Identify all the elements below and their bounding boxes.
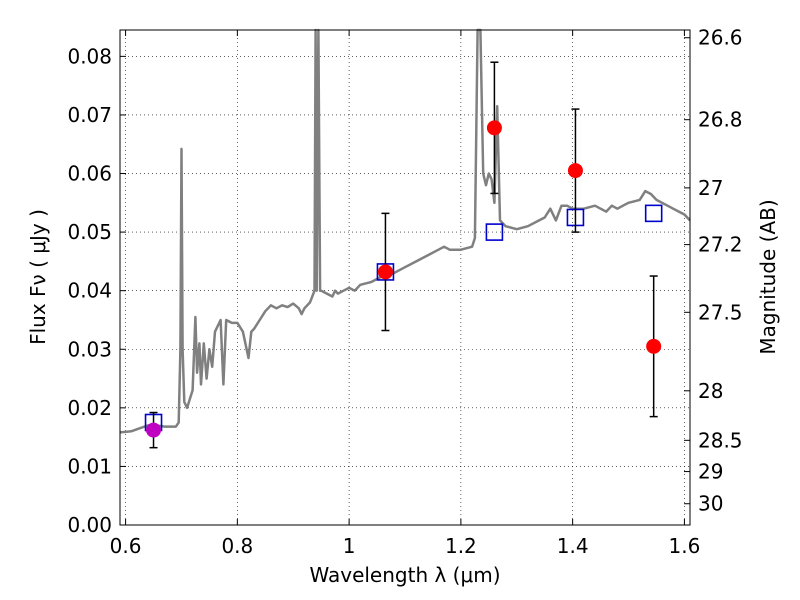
observed-point <box>567 163 583 179</box>
tick-marks <box>120 30 690 526</box>
observed-points <box>146 61 662 449</box>
right-tick-label: 28.5 <box>698 428 743 452</box>
right-tick-label: 26.8 <box>698 108 743 132</box>
right-tick-label: 26.6 <box>698 26 743 50</box>
y-tick-label: 0.02 <box>67 396 112 420</box>
x-tick-label: 1.6 <box>669 534 701 558</box>
x-tick-label: 0.8 <box>221 534 253 558</box>
x-axis-label: Wavelength λ (μm) <box>309 563 500 587</box>
y-tick-label: 0.07 <box>67 103 112 127</box>
x-tick-labels: 0.6 0.8 1 1.2 1.4 1.6 <box>110 534 701 558</box>
spectrum-layer <box>119 28 691 434</box>
x-tick-label: 1.4 <box>557 534 589 558</box>
observed-point <box>377 264 393 280</box>
y-tick-label: 0.03 <box>67 337 112 361</box>
y-tick-label: 0.01 <box>67 454 112 478</box>
y-axis-label: Flux Fν ( μJy ) <box>26 209 50 345</box>
right-tick-label: 28 <box>698 379 723 403</box>
y-tick-label: 0.05 <box>67 220 112 244</box>
right-tick-labels: 26.6 26.8 27 27.2 27.5 28 28.5 29 30 <box>698 26 743 516</box>
observed-point <box>486 120 502 136</box>
right-tick-label: 27 <box>698 176 723 200</box>
y-tick-label: 0.06 <box>67 162 112 186</box>
y-tick-label: 0.00 <box>67 513 112 537</box>
right-axis-label: Magnitude (AB) <box>756 199 780 354</box>
right-tick-label: 30 <box>698 492 723 516</box>
observed-point <box>646 338 662 354</box>
y-tick-label: 0.08 <box>67 44 112 68</box>
right-tick-label: 29 <box>698 460 723 484</box>
model-point <box>644 204 663 223</box>
observed-point <box>146 422 162 438</box>
x-tick-label: 1 <box>343 534 356 558</box>
y-tick-labels: 0.00 0.01 0.02 0.03 0.04 0.05 0.06 0.07 0.08 <box>67 44 112 537</box>
right-tick-label: 27.2 <box>698 233 743 257</box>
x-tick-label: 0.6 <box>110 534 142 558</box>
model-point <box>485 223 504 241</box>
spectrum-line <box>119 28 691 434</box>
right-tick-label: 27.5 <box>698 300 743 324</box>
grid-lines <box>120 30 690 526</box>
x-tick-label: 1.2 <box>445 534 477 558</box>
plot-frame <box>119 29 691 526</box>
y-tick-label: 0.04 <box>67 279 112 303</box>
model-points <box>144 204 663 432</box>
